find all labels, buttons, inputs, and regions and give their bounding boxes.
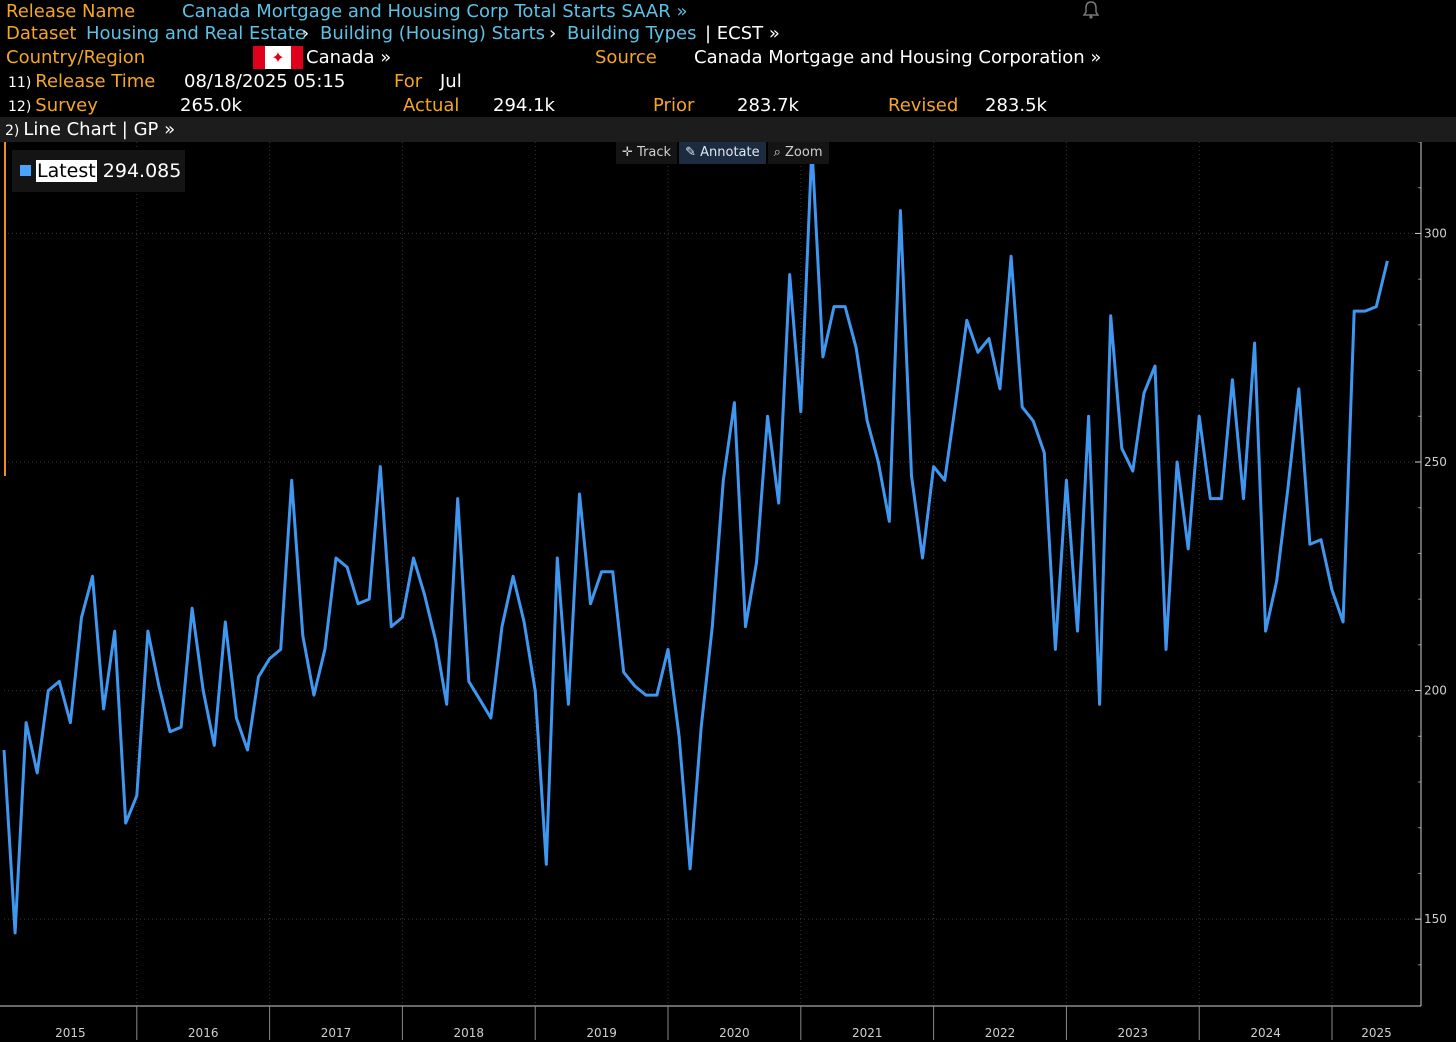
- x-tick-label: 2024: [1250, 1026, 1281, 1040]
- country-label: Country/Region: [6, 47, 146, 68]
- revised-value: 283.5k: [985, 95, 1047, 116]
- chart-toolbar: ✛ Track ✎ Annotate ⌕ Zoom: [616, 142, 831, 164]
- release-name-link[interactable]: Canada Mortgage and Housing Corp Total S…: [182, 1, 688, 22]
- x-tick-label: 2018: [454, 1026, 485, 1040]
- survey-label[interactable]: Survey: [35, 95, 98, 116]
- chart-type-menu[interactable]: Line Chart | GP »: [23, 119, 176, 140]
- dataset-crumb-2[interactable]: Building (Housing) Starts: [320, 23, 546, 44]
- x-tick-label: 2023: [1118, 1026, 1149, 1040]
- chart-title-bar: 2) Line Chart | GP »: [0, 117, 1456, 142]
- actual-label: Actual: [403, 95, 460, 116]
- chevron-right-icon: ›: [549, 23, 557, 44]
- x-tick-label: 2022: [985, 1026, 1016, 1040]
- bell-icon[interactable]: [1082, 0, 1100, 20]
- magnifier-icon: ⌕: [773, 145, 781, 160]
- x-tick-label: 2016: [188, 1026, 219, 1040]
- prior-label: Prior: [653, 95, 695, 116]
- dataset-label: Dataset: [6, 23, 77, 44]
- annotate-label: Annotate: [700, 145, 760, 160]
- dataset-crumb-3[interactable]: Building Types: [567, 23, 697, 44]
- chart-bar-number: 2): [5, 123, 20, 139]
- x-tick-label: 2015: [55, 1026, 86, 1040]
- actual-value: 294.1k: [493, 95, 555, 116]
- line-chart[interactable]: 150 200 250 300 2015 2016 2017 2018 2019 2020 2021…: [0, 142, 1456, 1042]
- survey-value: 265.0k: [180, 95, 242, 116]
- source-label: Source: [595, 47, 657, 68]
- chevron-right-icon: ›: [302, 23, 310, 44]
- x-tick-label: 2019: [586, 1026, 617, 1040]
- for-value: Jul: [440, 71, 462, 92]
- dataset-crumb-1[interactable]: Housing and Real Estate: [86, 23, 306, 44]
- dataset-ticker[interactable]: | ECST »: [705, 23, 780, 44]
- country-value[interactable]: Canada »: [306, 47, 392, 68]
- x-tick-label: 2020: [719, 1026, 750, 1040]
- y-tick-label: 200: [1424, 684, 1447, 698]
- legend-value: 294.085: [102, 160, 182, 182]
- source-value[interactable]: Canada Mortgage and Housing Corporation …: [694, 47, 1102, 68]
- annotate-tool[interactable]: ✎ Annotate: [679, 142, 766, 164]
- y-tick-label: 250: [1424, 455, 1447, 469]
- survey-number: 12): [8, 99, 32, 115]
- left-accent-bar: [4, 142, 6, 476]
- chart-legend[interactable]: Latest 294.085: [12, 150, 185, 192]
- zoom-tool[interactable]: ⌕ Zoom: [767, 142, 829, 164]
- canada-flag-icon: ✦: [253, 46, 303, 69]
- zoom-label: Zoom: [785, 145, 823, 160]
- revised-label: Revised: [888, 95, 959, 116]
- y-tick-label: 150: [1424, 912, 1447, 926]
- prior-value: 283.7k: [737, 95, 799, 116]
- release-time-label[interactable]: Release Time: [35, 71, 156, 92]
- release-time-number: 11): [8, 75, 32, 91]
- pencil-icon: ✎: [685, 145, 696, 160]
- track-tool[interactable]: ✛ Track: [616, 142, 678, 164]
- series-line-latest: [2, 145, 1389, 935]
- x-tick-label: 2017: [321, 1026, 352, 1040]
- x-tick-label: 2025: [1361, 1026, 1392, 1040]
- track-label: Track: [637, 145, 672, 160]
- x-tick-label: 2021: [852, 1026, 883, 1040]
- legend-swatch: [20, 165, 31, 176]
- crosshair-icon: ✛: [622, 145, 633, 160]
- y-tick-label: 300: [1424, 226, 1447, 240]
- legend-label: Latest: [36, 160, 97, 182]
- release-time-value: 08/18/2025 05:15: [184, 71, 346, 92]
- release-name-label: Release Name: [6, 1, 136, 22]
- for-label: For: [394, 71, 423, 92]
